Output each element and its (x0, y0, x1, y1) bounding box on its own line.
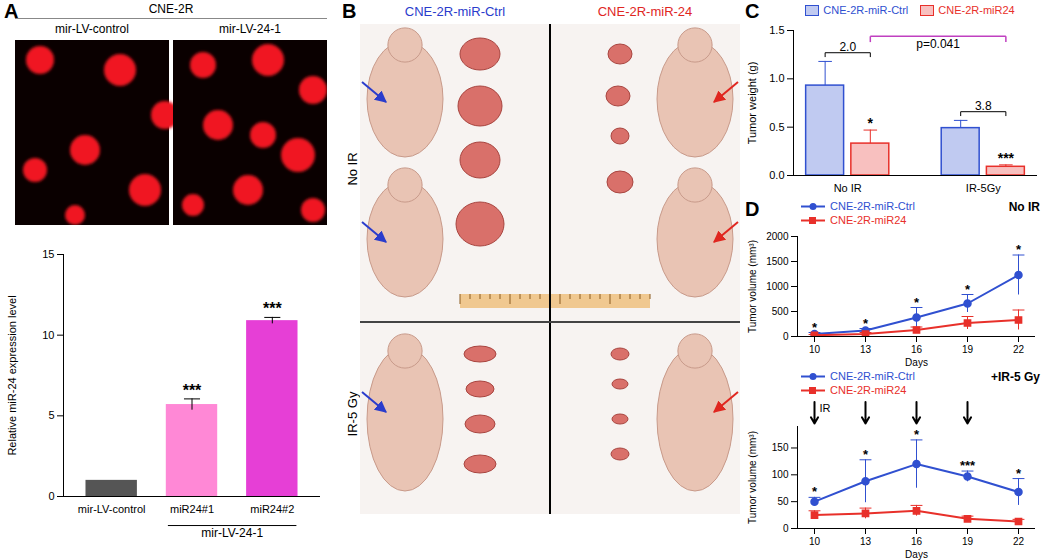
html-text:No IR: No IR (344, 152, 360, 186)
svg-text:1.5: 1.5 (769, 24, 784, 36)
svg-text:p=0.041: p=0.041 (916, 37, 960, 51)
svg-text:19: 19 (962, 344, 974, 355)
html-text:+IR-5 Gy: +IR-5 Gy (991, 370, 1040, 384)
svg-text:miR24#2: miR24#2 (250, 503, 294, 515)
svg-text:*: * (863, 447, 869, 462)
html-text:mir-LV-control: mir-LV-control (55, 22, 129, 36)
svg-text:5: 5 (48, 409, 54, 421)
html-text:IR-5 Gy: IR-5 Gy (344, 391, 360, 437)
html-text:D: D (745, 198, 760, 220)
svg-text:*: * (863, 316, 869, 331)
html-text:A: A (4, 0, 19, 22)
svg-text:0.0: 0.0 (769, 169, 784, 181)
html-text:CNE-2R-miR-Ctrl: CNE-2R-miR-Ctrl (830, 370, 915, 382)
svg-text:2000: 2000 (766, 231, 789, 242)
html-text:CNE-2R-miR-Ctrl: CNE-2R-miR-Ctrl (404, 4, 506, 19)
svg-text:Tumor volume (mm³): Tumor volume (mm³) (747, 240, 758, 333)
svg-text:Relative miR-24 expression lev: Relative miR-24 expression level (6, 295, 18, 455)
svg-text:*: * (914, 427, 920, 442)
svg-text:mir-LV-24-1: mir-LV-24-1 (201, 526, 263, 540)
svg-text:*: * (914, 295, 920, 310)
svg-text:10: 10 (809, 536, 821, 547)
html-text:CNE-2R-miR24: CNE-2R-miR24 (830, 384, 907, 396)
svg-text:13: 13 (860, 536, 872, 547)
svg-text:1.0: 1.0 (769, 72, 784, 84)
svg-text:Days: Days (905, 549, 928, 560)
html-text:CNE-2R: CNE-2R (148, 2, 194, 16)
svg-text:1500: 1500 (766, 256, 789, 267)
svg-text:150: 150 (772, 442, 789, 453)
html-text:mir-LV-24-1: mir-LV-24-1 (219, 22, 281, 36)
svg-text:0: 0 (783, 523, 789, 534)
html-text:CNE-2R-miR-Ctrl: CNE-2R-miR-Ctrl (830, 200, 915, 212)
svg-text:3.8: 3.8 (975, 99, 992, 113)
html-text:CNE-2R-miR24: CNE-2R-miR24 (938, 4, 1015, 16)
svg-text:15: 15 (42, 248, 54, 260)
svg-text:0.5: 0.5 (769, 121, 784, 133)
html-text:CNE-2R-miR-24: CNE-2R-miR-24 (597, 4, 693, 19)
svg-text:10: 10 (42, 329, 54, 341)
svg-text:***: *** (183, 382, 202, 399)
svg-text:*: * (1016, 466, 1022, 481)
html-text:CNE-2R-miR-Ctrl: CNE-2R-miR-Ctrl (823, 4, 909, 16)
svg-text:0: 0 (783, 331, 789, 342)
svg-text:16: 16 (911, 536, 923, 547)
svg-text:10: 10 (809, 344, 821, 355)
svg-text:2.0: 2.0 (839, 40, 856, 54)
html-text:CNE-2R-miR24: CNE-2R-miR24 (830, 214, 907, 226)
svg-text:*: * (1016, 242, 1022, 257)
svg-text:No IR: No IR (834, 182, 862, 194)
svg-text:Tumor weight (g): Tumor weight (g) (746, 62, 758, 145)
svg-text:19: 19 (962, 536, 974, 547)
svg-text:mir-LV-control: mir-LV-control (78, 503, 146, 515)
svg-text:50: 50 (777, 496, 789, 507)
svg-text:Days: Days (905, 357, 928, 368)
svg-text:0: 0 (48, 490, 54, 502)
svg-text:*: * (965, 282, 971, 297)
svg-text:1000: 1000 (766, 281, 789, 292)
html-text:B: B (342, 0, 357, 22)
svg-text:13: 13 (860, 344, 872, 355)
svg-text:22: 22 (1013, 536, 1025, 547)
svg-text:22: 22 (1013, 344, 1025, 355)
svg-text:***: *** (263, 300, 282, 317)
svg-text:IR-5Gy: IR-5Gy (966, 182, 1001, 194)
html-text:C: C (745, 0, 760, 22)
svg-text:miR24#1: miR24#1 (170, 503, 214, 515)
svg-text:*: * (868, 115, 874, 131)
svg-text:Tumor volume (mm³): Tumor volume (mm³) (747, 431, 758, 524)
svg-text:100: 100 (772, 469, 789, 480)
html-text:No IR: No IR (1008, 200, 1040, 214)
svg-text:500: 500 (772, 306, 789, 317)
svg-text:***: *** (998, 150, 1015, 166)
svg-text:*: * (812, 484, 818, 499)
svg-text:IR: IR (820, 402, 831, 414)
svg-text:***: *** (960, 458, 976, 473)
svg-text:16: 16 (911, 344, 923, 355)
